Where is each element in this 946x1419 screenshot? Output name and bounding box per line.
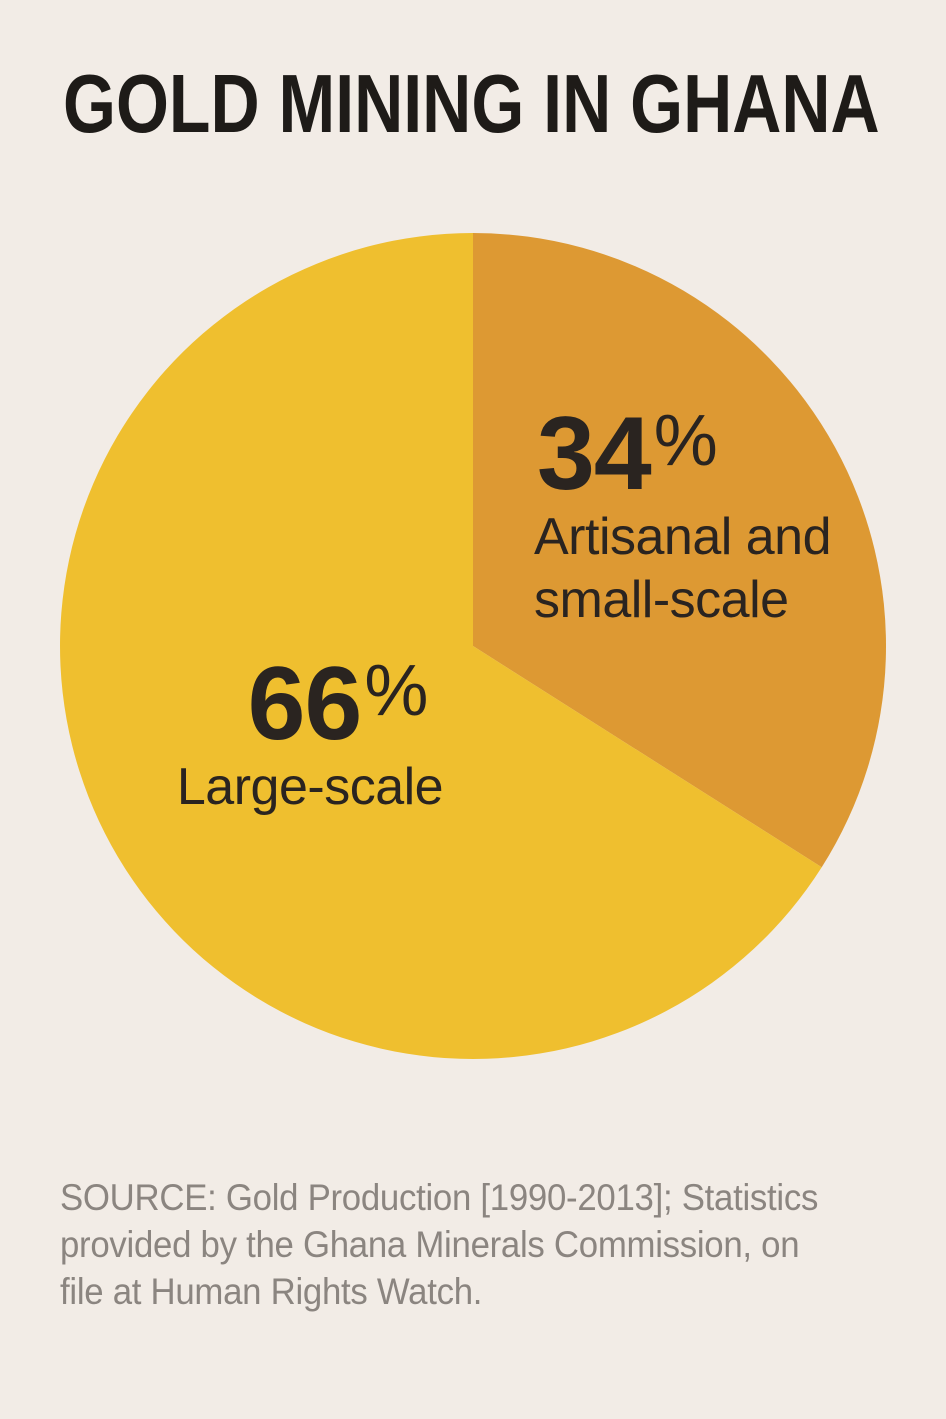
pie-slice-1 bbox=[60, 233, 822, 1059]
slice-value-row: 66 % bbox=[198, 652, 478, 756]
slice-label-line: Large-scale bbox=[176, 758, 444, 816]
pie-slice-0 bbox=[473, 233, 887, 868]
slice-label-line: Artisanal and bbox=[534, 508, 832, 566]
source-note-line: provided by the Ghana Minerals Commissio… bbox=[60, 1224, 800, 1265]
slice-value-artisanal: 34 bbox=[537, 396, 652, 512]
slice-label-text: Large-scale bbox=[170, 756, 450, 819]
slice-label-line: small-scale bbox=[534, 571, 789, 629]
slice-value-row: 34 % bbox=[537, 402, 831, 506]
slice-label-artisanal-and-small-scale: 34 % Artisanal and small-scale bbox=[534, 402, 832, 632]
slice-label-large-scale: 66 % Large-scale bbox=[170, 652, 450, 819]
source-note-line: SOURCE: Gold Production [1990-2013]; Sta… bbox=[60, 1177, 819, 1218]
chart-title: GOLD MINING IN GHANA bbox=[63, 57, 880, 150]
source-note: SOURCE: Gold Production [1990-2013]; Sta… bbox=[60, 1174, 818, 1315]
slice-value-large: 66 bbox=[247, 646, 363, 762]
percent-sign: % bbox=[364, 651, 429, 731]
slice-label-text: Artisanal and small-scale bbox=[534, 506, 832, 632]
source-note-line: file at Human Rights Watch. bbox=[60, 1271, 483, 1312]
percent-sign: % bbox=[653, 401, 718, 481]
